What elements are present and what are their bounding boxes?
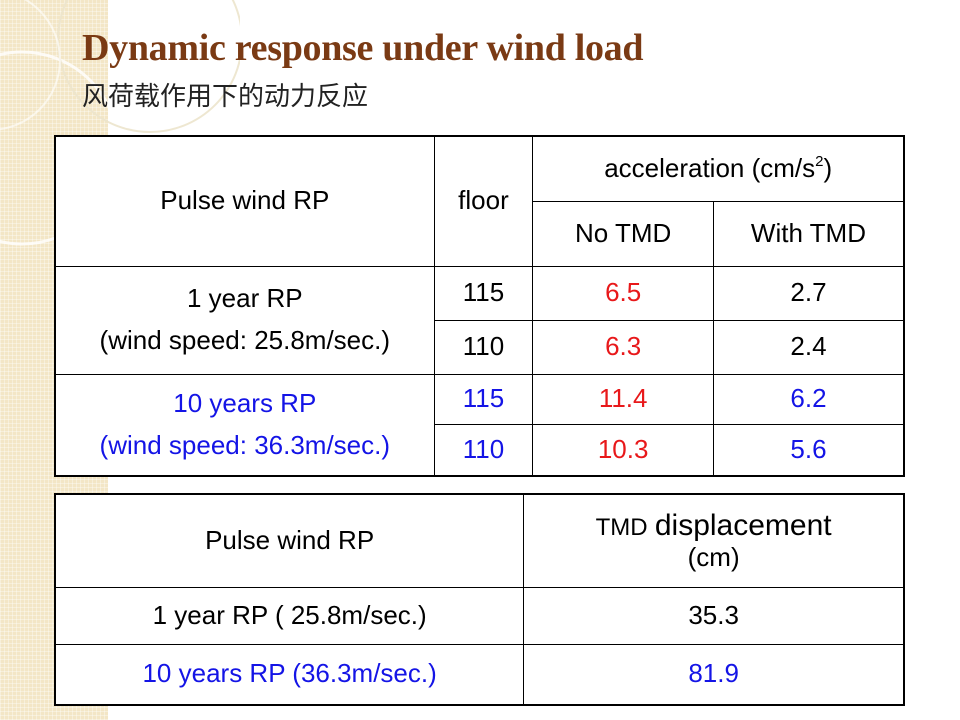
header-acceleration-close: ) <box>823 152 833 183</box>
table-row: 10 years RP (wind speed: 36.3m/sec.) 115… <box>54 373 905 477</box>
with-tmd-cell: 6.2 <box>712 373 905 425</box>
acceleration-table: Pulse wind RP floor acceleration (cm/s2)… <box>54 135 905 477</box>
header-tmd-displacement: TMD displacement (cm) <box>523 493 905 588</box>
no-tmd-cell: 6.3 <box>532 319 714 375</box>
wind-speed-label: (wind speed: 36.3m/sec.) <box>99 429 391 460</box>
displacement-value-cell: 35.3 <box>523 586 905 645</box>
with-tmd-cell: 5.6 <box>712 423 905 477</box>
no-tmd-cell: 11.4 <box>532 373 714 425</box>
displacement-table: Pulse wind RP TMD displacement (cm) 1 ye… <box>54 493 905 706</box>
rp-group-cell: 10 years RP (wind speed: 36.3m/sec.) <box>54 373 435 477</box>
header-unit: (cm) <box>687 542 740 573</box>
wind-speed-label: (wind speed: 25.8m/sec.) <box>99 325 391 355</box>
header-acceleration-text: acceleration (cm/s <box>604 152 816 183</box>
header-tmd-word: TMD <box>595 513 648 541</box>
header-with-tmd: With TMD <box>712 200 905 267</box>
no-tmd-cell: 10.3 <box>532 423 714 477</box>
header-floor: floor <box>433 135 534 267</box>
floor-cell: 115 <box>433 265 534 321</box>
header-pulse-wind-rp: Pulse wind RP <box>54 135 435 267</box>
header-no-tmd: No TMD <box>532 200 714 267</box>
with-tmd-cell: 2.4 <box>712 319 905 375</box>
header-acceleration-exponent: 2 <box>815 152 824 170</box>
no-tmd-cell: 6.5 <box>532 265 714 321</box>
rp-group-cell: 1 year RP (wind speed: 25.8m/sec.) <box>54 265 435 375</box>
with-tmd-cell: 2.7 <box>712 265 905 321</box>
table-row: 110 6.3 2.4 <box>55 319 905 375</box>
table-row: 10 years RP (36.3m/sec.) 81.9 <box>54 643 905 706</box>
slide-title: Dynamic response under wind load <box>82 27 644 69</box>
displacement-value-cell: 81.9 <box>523 643 905 706</box>
floor-cell: 110 <box>433 319 534 375</box>
rp-label-cell: 10 years RP (36.3m/sec.) <box>54 643 525 706</box>
header-acceleration: acceleration (cm/s2) <box>532 135 905 202</box>
floor-cell: 110 <box>433 423 534 477</box>
header-displacement-word: displacement <box>654 508 832 542</box>
rp-label-cell: 1 year RP ( 25.8m/sec.) <box>54 586 525 645</box>
rp-label: 1 year RP <box>186 283 303 314</box>
header-pulse-wind-rp: Pulse wind RP <box>54 493 525 588</box>
rp-label: 10 years RP <box>173 387 317 418</box>
table-row: 1 year RP (wind speed: 25.8m/sec.) 115 6… <box>54 265 905 375</box>
slide-subtitle: 风荷载作用下的动力反应 <box>82 82 369 112</box>
table-row: 110 10.3 5.6 <box>55 423 905 477</box>
table-row: 1 year RP ( 25.8m/sec.) 35.3 <box>54 586 905 645</box>
floor-cell: 115 <box>433 373 534 425</box>
